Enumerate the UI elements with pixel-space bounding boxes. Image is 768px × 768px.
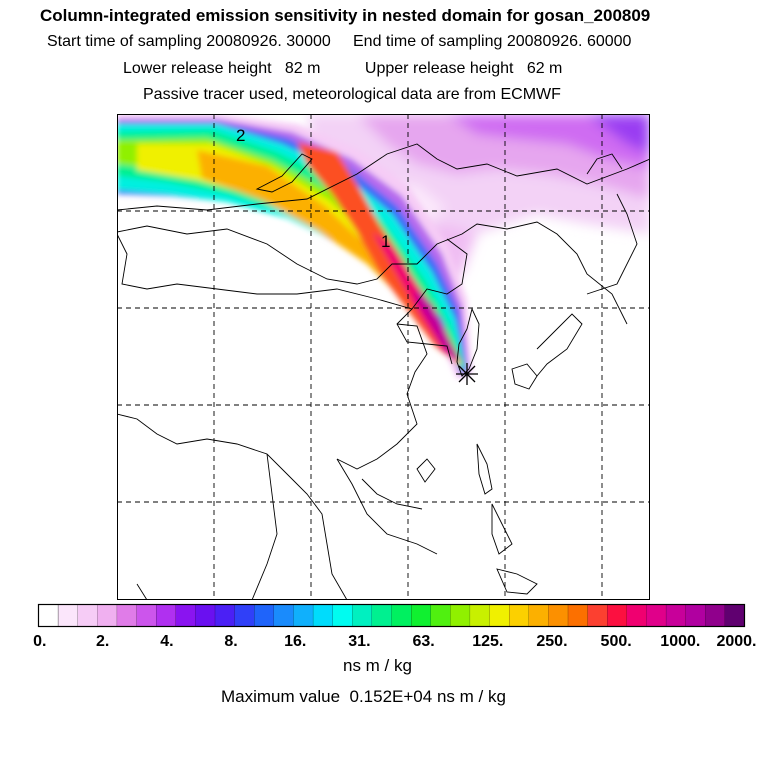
start-time-label: Start time of sampling (47, 33, 202, 50)
tracer-info: Passive tracer used, meteorological data… (143, 86, 561, 103)
emission-sensitivity-map: 2 1 (117, 114, 650, 600)
colorbar-units: ns m / kg (343, 656, 412, 675)
marker-2: 2 (236, 126, 245, 145)
colorbar-cell (273, 604, 294, 627)
upper-height-value: 62 m (526, 60, 563, 77)
colorbar-frame (37, 603, 746, 628)
max-units: ns m / kg (436, 687, 506, 706)
colorbar-cell (665, 604, 687, 627)
colorbar-tick-label: 0. (33, 633, 47, 650)
colorbar-cell (411, 604, 432, 627)
colorbar-tick-label: 16. (284, 633, 307, 650)
colorbar-cell (391, 604, 412, 627)
graticule (117, 114, 650, 600)
max-label: Maximum value (221, 687, 341, 706)
colorbar-tick-label: 1000. (660, 633, 701, 650)
end-time-label: End time of sampling (353, 33, 503, 50)
colorbar-cell (587, 604, 608, 627)
colorbar-cell (38, 604, 59, 627)
colorbar-tick-label: 2000. (716, 633, 757, 650)
colorbar-cell (469, 604, 490, 627)
sampling-times: Start time of sampling 20080926. 30000 E… (47, 33, 768, 51)
colorbar-tick-label: 8. (224, 633, 238, 650)
colorbar-cell (312, 604, 334, 627)
colorbar-tick-label: 250. (536, 633, 568, 650)
colorbar-cell (214, 604, 236, 627)
colorbar-tick-label: 31. (348, 633, 371, 650)
upper-height-label: Upper release height (364, 60, 514, 77)
max-value: 0.152E+04 (349, 687, 433, 706)
colorbar-cell (371, 604, 392, 627)
colorbar-cell (567, 604, 589, 627)
maximum-value-line: Maximum value 0.152E+04 ns m / kg (221, 687, 506, 707)
colorbar-cell (705, 604, 726, 627)
colorbar-cell (175, 604, 196, 627)
end-time-value: 20080926. 60000 (506, 33, 632, 50)
colorbar-tick-label: 125. (472, 633, 504, 650)
colorbar-cell (352, 604, 373, 627)
release-heights: Lower release height 82 m Upper release … (123, 60, 768, 78)
colorbar-cell (234, 604, 255, 627)
colorbar-cell (58, 604, 79, 627)
colorbar-cell (293, 604, 314, 627)
start-time-value: 20080926. 30000 (206, 33, 331, 50)
colorbar-cell (685, 604, 706, 627)
colorbar-cell (548, 604, 569, 627)
colorbar-cell (489, 604, 510, 627)
coastlines (117, 143, 650, 600)
colorbar-cell (607, 604, 628, 627)
plot-title: Column-integrated emission sensitivity i… (40, 6, 651, 25)
release-site-star (456, 363, 478, 385)
map-frame (117, 114, 650, 600)
colorbar-cell (156, 604, 177, 627)
colorbar-cell (509, 604, 530, 627)
colorbar-cell (195, 604, 216, 627)
lower-height-label: Lower release height (123, 60, 272, 77)
colorbar-tick-label: 63. (412, 633, 435, 650)
colorbar-cell (724, 604, 745, 627)
colorbar-tick-label: 500. (600, 633, 632, 650)
colorbar-cell (254, 604, 275, 627)
colorbar-cell (430, 604, 451, 627)
colorbar (37, 603, 746, 628)
colorbar-tick-label: 2. (96, 633, 110, 650)
colorbar-cell (332, 604, 353, 627)
colorbar-cell (626, 604, 647, 627)
lower-height-value: 82 m (284, 60, 321, 77)
colorbar-cell (77, 604, 98, 627)
colorbar-cell (646, 604, 667, 627)
colorbar-tick-label: 4. (160, 633, 174, 650)
colorbar-cells (38, 604, 745, 627)
colorbar-cell (97, 604, 118, 627)
colorbar-cell (528, 604, 549, 627)
colorbar-cell (136, 604, 157, 627)
colorbar-cell (116, 604, 137, 627)
marker-1: 1 (381, 232, 390, 251)
colorbar-cell (450, 604, 471, 627)
